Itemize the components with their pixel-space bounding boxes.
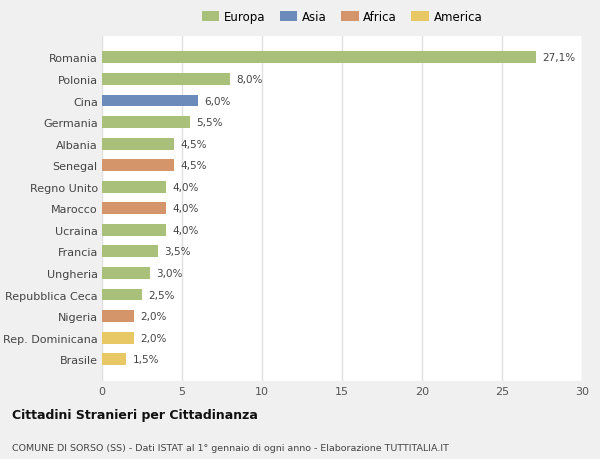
Text: 2,5%: 2,5% <box>148 290 175 300</box>
Text: 8,0%: 8,0% <box>236 75 263 85</box>
Bar <box>102 353 126 365</box>
Text: 4,5%: 4,5% <box>181 161 207 171</box>
Bar <box>102 117 190 129</box>
Text: 4,0%: 4,0% <box>172 182 199 192</box>
Text: Cittadini Stranieri per Cittadinanza: Cittadini Stranieri per Cittadinanza <box>12 408 258 421</box>
Text: 4,0%: 4,0% <box>172 204 199 214</box>
Text: 3,0%: 3,0% <box>157 269 183 278</box>
Text: 27,1%: 27,1% <box>542 53 575 63</box>
Bar <box>102 181 166 193</box>
Text: 6,0%: 6,0% <box>205 96 231 106</box>
Bar <box>102 224 166 236</box>
Bar <box>102 332 134 344</box>
Text: 5,5%: 5,5% <box>196 118 223 128</box>
Bar <box>102 289 142 301</box>
Text: 1,5%: 1,5% <box>133 354 159 364</box>
Bar <box>102 95 198 107</box>
Text: COMUNE DI SORSO (SS) - Dati ISTAT al 1° gennaio di ogni anno - Elaborazione TUTT: COMUNE DI SORSO (SS) - Dati ISTAT al 1° … <box>12 443 449 452</box>
Bar <box>102 310 134 322</box>
Text: 4,5%: 4,5% <box>181 140 207 149</box>
Text: 2,0%: 2,0% <box>140 311 167 321</box>
Legend: Europa, Asia, Africa, America: Europa, Asia, Africa, America <box>202 11 482 24</box>
Bar <box>102 52 536 64</box>
Bar <box>102 268 150 279</box>
Text: 3,5%: 3,5% <box>164 247 191 257</box>
Bar <box>102 246 158 258</box>
Bar <box>102 139 174 150</box>
Text: 2,0%: 2,0% <box>140 333 167 343</box>
Text: 4,0%: 4,0% <box>172 225 199 235</box>
Bar <box>102 74 230 86</box>
Bar <box>102 203 166 215</box>
Bar <box>102 160 174 172</box>
